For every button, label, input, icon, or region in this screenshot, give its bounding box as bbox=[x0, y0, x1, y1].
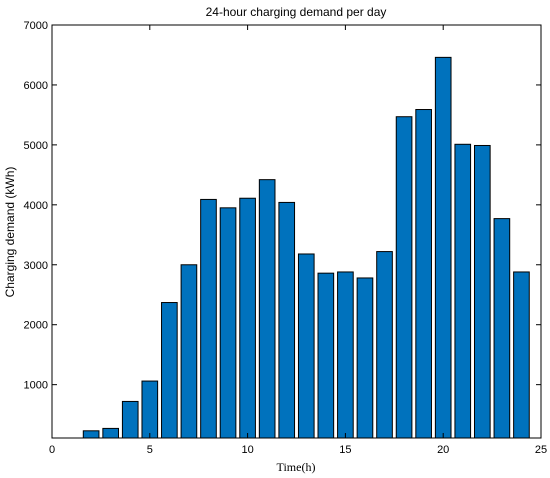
bar-hour-15 bbox=[337, 271, 354, 439]
bar-hour-12 bbox=[278, 201, 296, 439]
bar-hour-22 bbox=[473, 144, 491, 439]
bar-hour-7 bbox=[180, 264, 198, 439]
bar-hour-11 bbox=[258, 179, 276, 439]
bar-hour-21 bbox=[454, 143, 472, 439]
bar-hour-6 bbox=[161, 302, 178, 439]
x-tick-label: 5 bbox=[147, 444, 153, 456]
y-tick-label: 3000 bbox=[24, 260, 48, 272]
bar-hour-3 bbox=[102, 427, 120, 439]
bar-hour-9 bbox=[219, 207, 237, 439]
bar-hour-5 bbox=[141, 380, 159, 439]
x-tick-label: 10 bbox=[241, 444, 253, 456]
bar-hour-20 bbox=[434, 56, 452, 439]
bars-group bbox=[82, 56, 530, 439]
x-tick-label: 15 bbox=[339, 444, 351, 456]
y-tick-label: 5000 bbox=[24, 140, 48, 152]
chart-title: 24-hour charging demand per day bbox=[206, 5, 387, 19]
x-axis-label: Time(h) bbox=[277, 460, 316, 474]
bar-hour-16 bbox=[356, 277, 374, 439]
bar-hour-2 bbox=[82, 430, 100, 439]
y-axis-ticks: 1000 2000 3000 4000 5000 6000 7000 bbox=[24, 20, 541, 392]
y-tick-label: 1000 bbox=[24, 380, 48, 392]
y-axis-label: Charging demand (kWh) bbox=[3, 167, 17, 298]
x-tick-label: 20 bbox=[437, 444, 449, 456]
bar-hour-4 bbox=[121, 400, 139, 439]
y-tick-label: 6000 bbox=[24, 80, 48, 92]
bar-hour-18 bbox=[395, 116, 413, 439]
bar-hour-14 bbox=[317, 272, 335, 439]
bar-hour-19 bbox=[415, 109, 432, 439]
plot-frame bbox=[51, 24, 542, 439]
bar-hour-23 bbox=[493, 218, 511, 439]
x-axis-ticks: 0 5 10 15 20 25 bbox=[49, 25, 547, 456]
bar-hour-8 bbox=[200, 198, 217, 439]
x-tick-label: 0 bbox=[49, 444, 55, 456]
y-tick-label: 7000 bbox=[24, 20, 48, 32]
bar-hour-24 bbox=[513, 271, 530, 439]
x-tick-label: 25 bbox=[535, 444, 547, 456]
bar-hour-13 bbox=[297, 253, 315, 439]
bar-hour-10 bbox=[239, 197, 256, 439]
y-tick-label: 2000 bbox=[24, 320, 48, 332]
y-tick-label: 4000 bbox=[24, 200, 48, 212]
bar-hour-17 bbox=[376, 251, 393, 439]
